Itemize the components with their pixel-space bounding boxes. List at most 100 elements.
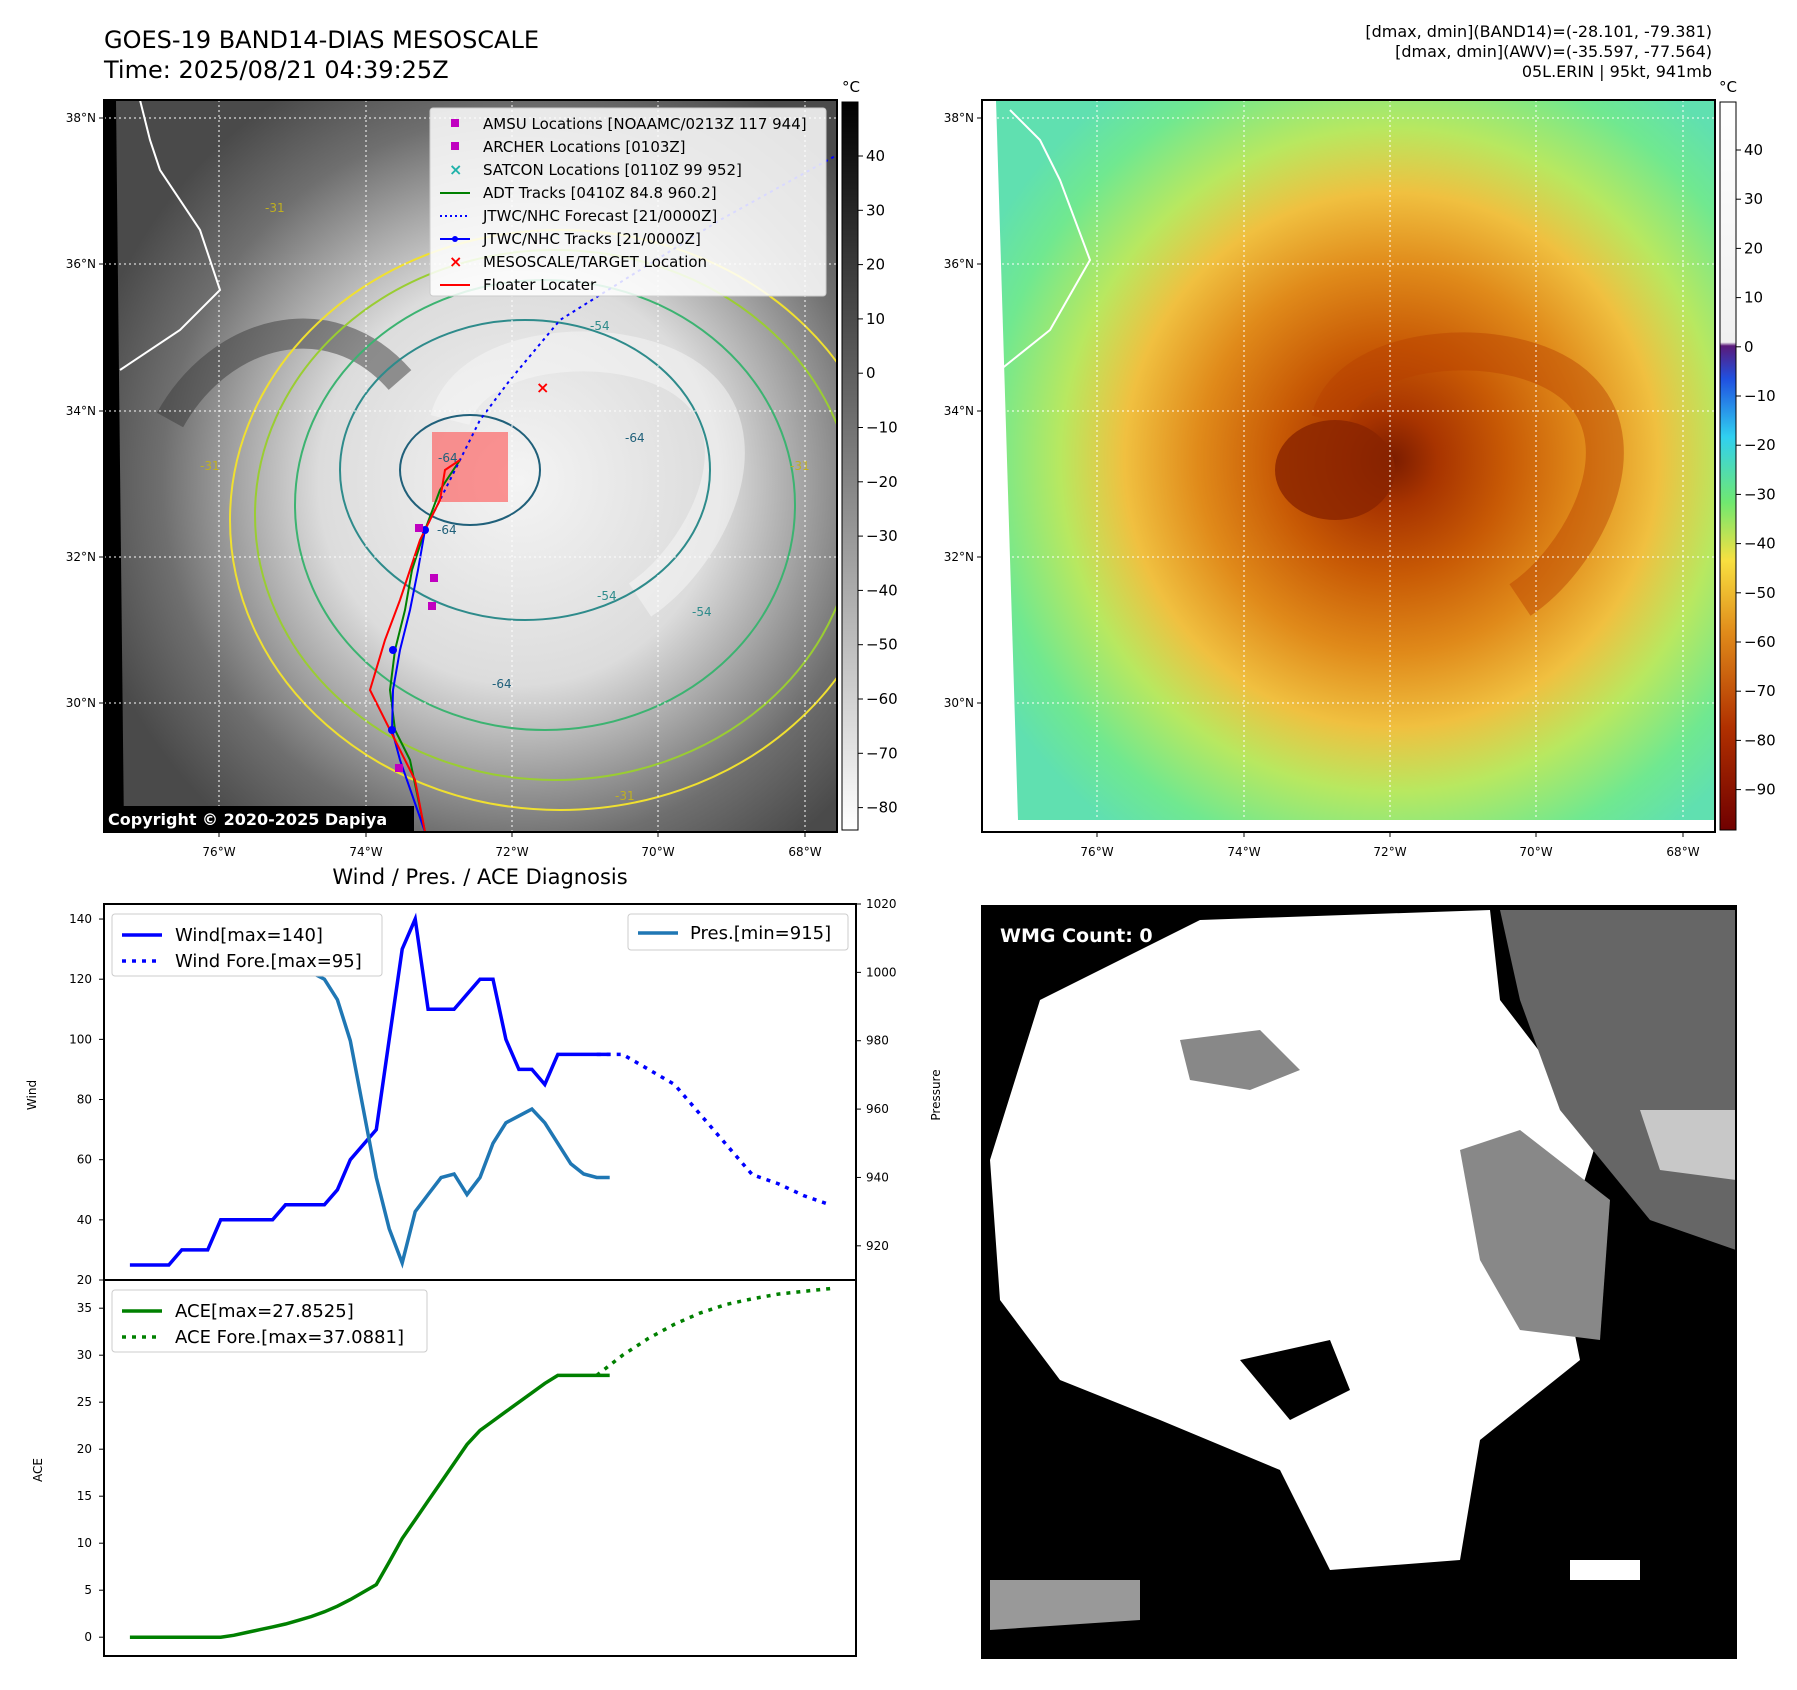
- ir-spiral-band: [430, 331, 745, 617]
- stats-line2: [dmax, dmin](AWV)=(-35.597, -77.564): [1395, 42, 1712, 61]
- wind-axis-label: Wind: [25, 1080, 39, 1110]
- color-spiral-band: [1311, 332, 1624, 616]
- wmg-panel: WMG Count: 0: [981, 905, 1737, 1659]
- contour-label: -64: [437, 523, 457, 537]
- lat-tick-label: 34°N: [944, 404, 974, 418]
- contour-label: -31: [790, 459, 810, 473]
- map-legend: AMSU Locations [NOAAMC/0213Z 117 944] ARC…: [429, 107, 827, 297]
- legend-label: Wind[max=140]: [175, 925, 323, 946]
- colorbar-tick-label: −20: [1744, 436, 1776, 454]
- color-map-panel: [981, 99, 1716, 833]
- figure-title-line2: Time: 2025/08/21 04:39:25Z: [104, 56, 449, 84]
- wind-ytick-label: 80: [77, 1093, 92, 1107]
- lat-tick-label: 30°N: [66, 696, 96, 710]
- adt-track: [388, 459, 461, 832]
- pressure-legend: Pres.[min=915]: [627, 913, 849, 951]
- legend-marker: [451, 142, 459, 150]
- colorbar-tick-label: −60: [866, 690, 898, 708]
- aceseries: [129, 1373, 610, 1639]
- legend-label: ARCHER Locations [0103Z]: [483, 138, 686, 156]
- pressure-ytick-label: 980: [866, 1034, 889, 1048]
- colorbar-tick-label: −10: [866, 419, 898, 437]
- wind-ytick-label: 40: [77, 1213, 92, 1227]
- colorbar-tick-label: 0: [866, 364, 876, 382]
- jtwc-point: [388, 726, 396, 734]
- lat-tick-label: 38°N: [944, 111, 974, 125]
- legend-marker: [452, 236, 458, 242]
- figure-title-line1: GOES-19 BAND14-DIAS MESOSCALE: [104, 26, 540, 54]
- wmg-region-gray: [990, 1580, 1140, 1630]
- colorbar-tick-label: 20: [1744, 239, 1763, 257]
- archer-marker: [395, 764, 403, 772]
- lat-tick-label: 32°N: [66, 550, 96, 564]
- colorbar-tick-label: −60: [1744, 633, 1776, 651]
- contour-label: -64: [625, 431, 645, 445]
- colorbar-tick-label: −30: [1744, 485, 1776, 503]
- diagnosis-title: Wind / Pres. / ACE Diagnosis: [332, 865, 627, 889]
- lat-tick-label: 32°N: [944, 550, 974, 564]
- colorbar-tick-label: −80: [866, 799, 898, 817]
- map2-gridlines: [982, 100, 1715, 832]
- contour-label: -54: [590, 319, 610, 333]
- lon-tick-label: 74°W: [1227, 845, 1260, 859]
- contour-label: -64: [438, 451, 458, 465]
- lat-tick-label: 30°N: [944, 696, 974, 710]
- ace-chart: 0 5 10 15 20 25 30 35 ACE[max=27.8525] ACE Fore.[…: [31, 1279, 857, 1657]
- ace-ytick-label: 10: [77, 1536, 92, 1550]
- gray-colorbar-unit: °C: [842, 78, 860, 96]
- legend-label: ADT Tracks [0410Z 84.8 960.2]: [483, 184, 717, 202]
- ace-axis-label: ACE: [31, 1458, 45, 1482]
- contour-label: -31: [200, 459, 220, 473]
- pressure-ytick-label: 1020: [866, 897, 897, 911]
- copyright-box: [104, 806, 414, 832]
- wind-ytick-label: 20: [77, 1273, 92, 1287]
- lat-tick-label: 36°N: [944, 257, 974, 271]
- pressure-ytick-label: 1000: [866, 965, 897, 979]
- legend-marker: [451, 119, 459, 127]
- colorbar-tick-label: 20: [866, 256, 885, 274]
- colorbar-tick-label: 40: [1744, 141, 1763, 159]
- colorbar-tick-label: −40: [1744, 535, 1776, 553]
- gray-colorbar: °C 40 30 20 10 0 −10 −20 −30 −40 −50 −60 −70 −80: [841, 78, 898, 831]
- wmg-region-gray: [1460, 1130, 1610, 1340]
- lat-tick-label: 38°N: [66, 111, 96, 125]
- wind-ytick-label: 120: [69, 972, 92, 986]
- legend-label: Pres.[min=915]: [690, 923, 831, 944]
- contour-ring-teal: [339, 319, 711, 621]
- ace-ytick-label: 5: [84, 1583, 92, 1597]
- floater-locater-track: [368, 459, 461, 832]
- lon-tick-label: 70°W: [641, 845, 674, 859]
- colorbar-tick-label: −50: [1744, 584, 1776, 602]
- ace-ytick-label: 15: [77, 1489, 92, 1503]
- colorbar-tick-label: −10: [1744, 387, 1776, 405]
- colorbar-tick-label: −70: [866, 744, 898, 762]
- wmg-region-black: [1240, 1340, 1350, 1420]
- wind-fore-series: [596, 1052, 831, 1207]
- lon-tick-label: 74°W: [349, 845, 382, 859]
- archer-marker: [415, 524, 423, 532]
- legend-label: JTWC/NHC Tracks [21/0000Z]: [482, 230, 701, 248]
- legend-marker: ×: [449, 160, 462, 179]
- color-colorbar: °C 40 30 20 10 0 −10 −20 −30 −40 −50 −60 −70 −80 −90: [1719, 78, 1776, 831]
- colorbar-tick-label: 30: [866, 201, 885, 219]
- pressure-axis-label: Pressure: [929, 1069, 943, 1120]
- lon-tick-label: 76°W: [1080, 845, 1113, 859]
- ace-ytick-label: 25: [77, 1395, 92, 1409]
- pressure-ytick-label: 920: [866, 1239, 889, 1253]
- legend-label: MESOSCALE/TARGET Location: [483, 253, 707, 271]
- contour-label: -64: [492, 677, 512, 691]
- colorbar-tick-label: −40: [866, 581, 898, 599]
- stats-line1: [dmax, dmin](BAND14)=(-28.101, -79.381): [1365, 22, 1712, 41]
- contour-label: -31: [615, 789, 635, 803]
- contour-label: -31: [265, 201, 285, 215]
- color-colorbar-unit: °C: [1719, 78, 1737, 96]
- wmg-region-gray: [1180, 1030, 1300, 1090]
- contour-label: -54: [597, 589, 617, 603]
- ir-dry-slot: [156, 318, 412, 428]
- lat-tick-label: 34°N: [66, 404, 96, 418]
- lon-tick-label: 72°W: [1373, 845, 1406, 859]
- colorbar-tick-label: −30: [866, 527, 898, 545]
- colorbar-tick-label: 30: [1744, 190, 1763, 208]
- ace-ytick-label: 20: [77, 1442, 92, 1456]
